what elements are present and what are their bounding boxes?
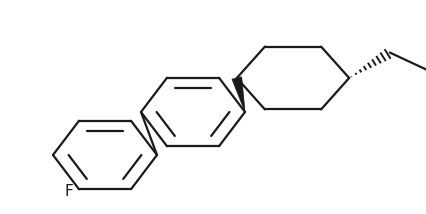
Text: F: F — [64, 184, 73, 199]
Polygon shape — [232, 77, 245, 112]
